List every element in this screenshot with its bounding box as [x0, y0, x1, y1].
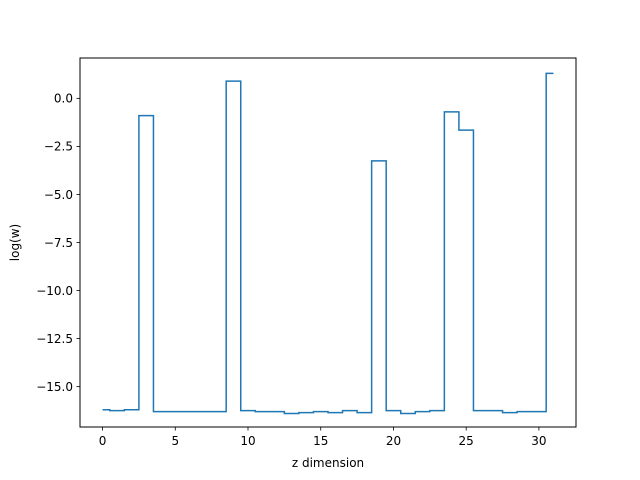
series-line-0 [102, 72, 554, 415]
series-layer [102, 72, 554, 415]
y-tick-label: −5.0 [44, 188, 73, 202]
y-tick-label: −15.0 [36, 380, 73, 394]
y-axis-ticks: 0.0 −2.5 −5.0 −7.5 −10.0 −12.5 −15.0 [36, 92, 80, 394]
y-tick-label: −12.5 [36, 332, 73, 346]
x-tick-label: 0 [99, 434, 107, 448]
y-axis-label: log(w) [8, 224, 22, 261]
plot-area [80, 58, 576, 427]
x-tick-label: 15 [313, 434, 328, 448]
x-axis-label: z dimension [292, 456, 364, 470]
y-tick-label: −2.5 [44, 140, 73, 154]
x-tick-label: 30 [531, 434, 546, 448]
y-tick-label: −7.5 [44, 236, 73, 250]
x-tick-label: 25 [459, 434, 474, 448]
x-tick-label: 20 [386, 434, 401, 448]
x-axis-ticks: 0 5 10 15 20 25 30 [99, 427, 547, 448]
y-tick-label: −10.0 [36, 284, 73, 298]
x-tick-label: 10 [240, 434, 255, 448]
y-tick-label: 0.0 [54, 92, 73, 106]
x-tick-label: 5 [171, 434, 179, 448]
